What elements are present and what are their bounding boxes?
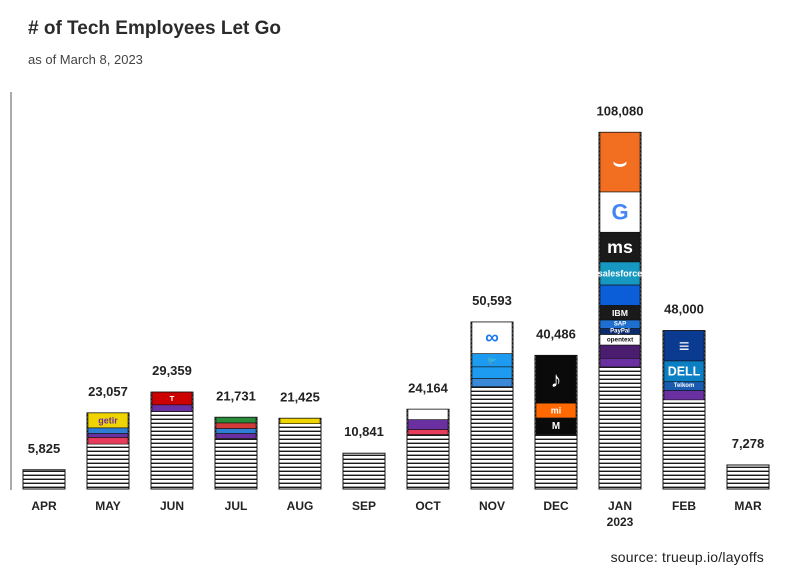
category-label: MAR <box>734 499 762 513</box>
logo-label: salesforce <box>598 269 643 279</box>
logo-label: Telkom <box>674 383 695 389</box>
category-label: FEB <box>672 499 696 513</box>
bar-group: getir 23,057 MAY <box>86 384 130 513</box>
category-label: SEP <box>352 499 376 513</box>
category-label: 2023 <box>607 515 634 529</box>
logo-block <box>87 427 129 434</box>
category-label: NOV <box>479 499 505 513</box>
logo-block <box>215 428 257 434</box>
logo-block <box>599 231 641 263</box>
bar-group: ≡ DELL Telkom 48,000 FEB <box>662 302 706 513</box>
logo-label: ms <box>607 237 633 257</box>
logo-label: ⌣ <box>613 150 627 175</box>
logo-block <box>535 417 577 435</box>
logo-label: ≡ <box>679 336 690 356</box>
bar <box>22 469 66 490</box>
logo-block <box>87 437 129 445</box>
value-label: 21,425 <box>280 389 320 404</box>
logo-label: opentext <box>607 336 634 343</box>
bar <box>342 452 386 490</box>
value-label: 29,359 <box>152 363 192 378</box>
value-label: 48,000 <box>664 302 704 317</box>
logo-block <box>471 366 513 379</box>
bar-group: 7,278 MAR <box>726 436 770 513</box>
category-label: APR <box>31 499 57 513</box>
bar-group: 21,731 JUL <box>214 388 258 513</box>
logo-label: ♪ <box>551 367 562 392</box>
logo-block <box>599 132 641 193</box>
logo-block <box>215 416 257 424</box>
value-label: 40,486 <box>536 326 576 341</box>
chart-title: # of Tech Employees Let Go <box>28 18 282 39</box>
value-label: 50,593 <box>472 293 512 308</box>
value-label: 24,164 <box>408 380 449 395</box>
bar <box>278 417 322 490</box>
logo-label: ∞ <box>485 327 499 348</box>
logo-label: PayPal <box>610 329 630 335</box>
value-label: 21,731 <box>216 388 256 403</box>
logo-block <box>471 321 513 354</box>
logo-label: DELL <box>668 364 701 378</box>
bar-group: 21,425 AUG <box>278 389 322 513</box>
value-label: 5,825 <box>28 441 61 456</box>
logo-block <box>535 355 577 404</box>
logo-label: M <box>552 421 560 432</box>
category-label: JUL <box>225 499 248 513</box>
logo-block <box>599 284 641 306</box>
logo-block <box>215 433 257 439</box>
logo-block <box>215 422 257 429</box>
logo-label: 🐦 <box>487 356 497 365</box>
bar-group: T 29,359 JUN <box>150 363 194 513</box>
value-label: 108,080 <box>597 103 644 118</box>
bar-group: ∞ 🐦 50,593 NOV <box>470 293 514 513</box>
logo-block <box>407 419 449 430</box>
logo-block <box>599 358 641 368</box>
logo-block <box>407 429 449 435</box>
logo-block <box>471 378 513 388</box>
logo-label: getir <box>98 415 118 425</box>
logo-label: G <box>611 200 628 225</box>
category-label: JUN <box>160 499 184 513</box>
logo-label: T <box>170 394 175 403</box>
category-label: JAN <box>608 499 632 513</box>
logo-block <box>151 404 193 412</box>
logo-label: SAP <box>614 321 626 327</box>
logo-label: IBM <box>612 308 628 318</box>
chart-subtitle: as of March 8, 2023 <box>28 52 143 67</box>
category-label: DEC <box>543 499 569 513</box>
category-label: AUG <box>287 499 314 513</box>
category-label: MAY <box>95 499 121 513</box>
bar-group: 24,164 OCT <box>406 380 450 513</box>
value-label: 23,057 <box>88 384 128 399</box>
source-note: source: trueup.io/layoffs <box>610 549 764 565</box>
logo-block <box>599 191 641 233</box>
bar <box>726 464 770 490</box>
logo-block <box>663 390 705 401</box>
logo-block <box>663 330 705 362</box>
logo-block <box>87 433 129 438</box>
bar-group: 10,841 SEP <box>342 424 386 513</box>
bar-group: ♪ mi M 40,486 DEC <box>534 326 578 513</box>
logo-block <box>407 408 449 420</box>
logo-label: mi <box>551 406 561 416</box>
value-label: 10,841 <box>344 424 384 439</box>
category-label: OCT <box>415 499 441 513</box>
bar-group: 5,825 APR <box>22 441 66 513</box>
logo-block <box>279 417 321 424</box>
value-label: 7,278 <box>732 436 765 451</box>
logo-block <box>599 344 641 359</box>
